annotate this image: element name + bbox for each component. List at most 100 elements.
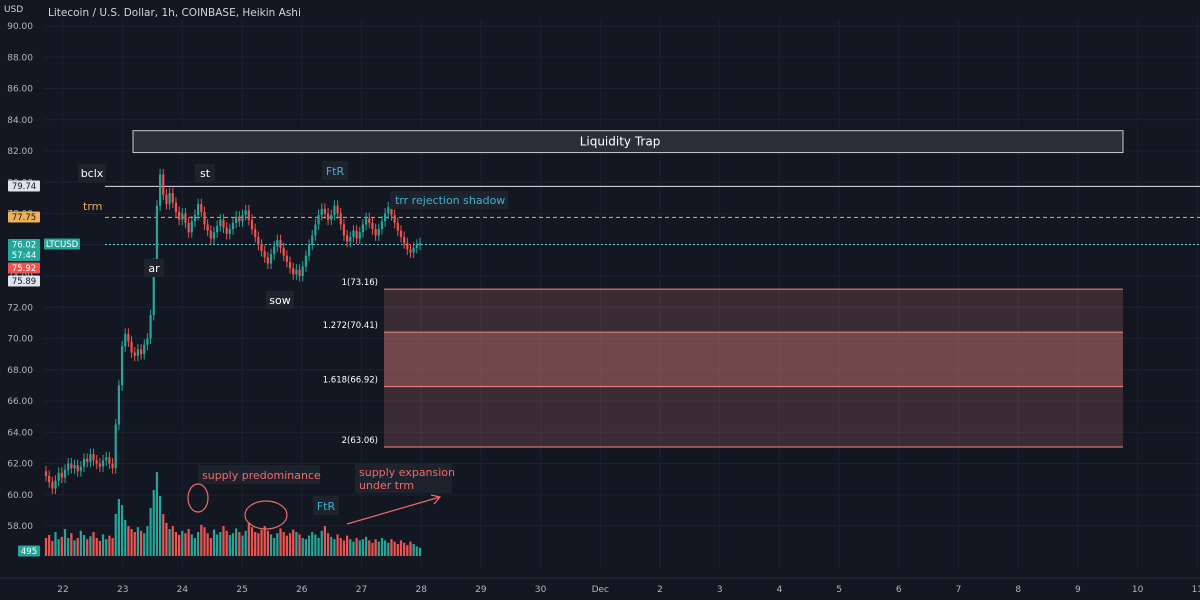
y-tick-label: 84.00 <box>7 116 33 126</box>
volume-bar <box>358 540 361 556</box>
fib-level-label: 2(63.06) <box>342 436 378 446</box>
volume-bar <box>285 535 288 556</box>
y-tick-label: 72.00 <box>7 303 33 313</box>
y-tick-label: 86.00 <box>7 85 33 95</box>
volume-bar <box>108 535 111 556</box>
candle-body <box>257 236 260 245</box>
candle-body <box>203 211 206 225</box>
volume-bar <box>266 530 269 556</box>
liquidity-trap-box[interactable] <box>132 130 1124 154</box>
volume-bar <box>238 532 241 556</box>
volume-bar <box>98 541 101 556</box>
price-tag-label: LTCUSD <box>46 240 79 250</box>
candle-body <box>222 219 225 228</box>
volume-bar <box>276 533 279 556</box>
volume-bar <box>231 533 235 556</box>
volume-bar <box>412 544 415 556</box>
candle-body <box>269 254 273 264</box>
volume-bar <box>342 540 346 556</box>
time-axis: 222324252627282930Dec234567891011 <box>0 577 1200 595</box>
candle-body <box>342 224 346 236</box>
volume-bar <box>317 538 320 556</box>
volume-bar <box>82 535 86 556</box>
candle-body <box>146 338 149 345</box>
volume-bar <box>355 538 358 556</box>
ftr-price-badge <box>322 161 348 180</box>
ar-label: ar <box>148 262 160 275</box>
volume-bar <box>86 539 89 556</box>
candle-body <box>225 227 228 234</box>
x-tick-label: 29 <box>475 585 487 595</box>
candle-body <box>418 243 422 245</box>
volume-bar <box>333 539 336 556</box>
volume-bar <box>241 535 244 556</box>
volume-bar <box>117 499 121 556</box>
price-tag-bg <box>18 545 40 557</box>
volume-bar <box>193 538 197 556</box>
volume-bar <box>288 533 292 556</box>
candle-body <box>311 235 314 245</box>
volume-bar <box>250 527 254 556</box>
y-tick-label: 82.00 <box>7 147 33 157</box>
volume-bar <box>171 526 174 556</box>
candle-body <box>117 385 121 425</box>
sow-label: sow <box>269 294 290 307</box>
supply-expansion-badge <box>355 463 452 493</box>
candle-body <box>184 213 187 223</box>
candle-body <box>76 465 79 472</box>
fib-level-label: 1(73.16) <box>342 278 378 288</box>
candle-body <box>82 458 86 467</box>
supply-circle-2 <box>244 500 288 530</box>
candle-body <box>349 236 352 242</box>
volume-bar <box>120 505 124 556</box>
bclx-badge <box>78 164 106 182</box>
volume-bar <box>149 508 152 556</box>
candle-body <box>190 221 193 233</box>
st-label: st <box>200 167 211 180</box>
supply-circle-1 <box>187 483 209 513</box>
volume-bar <box>361 539 365 556</box>
volume-bar <box>254 532 257 556</box>
candle-body <box>187 222 190 233</box>
x-tick-label: 27 <box>356 585 367 595</box>
volume-bar <box>158 496 162 556</box>
volume-bar <box>228 535 231 556</box>
candle-body <box>127 333 130 342</box>
x-tick-label: 24 <box>177 585 189 595</box>
volume-bar <box>197 532 200 556</box>
volume-bar <box>260 529 263 556</box>
candle-body <box>73 465 76 469</box>
candle-body <box>130 341 133 353</box>
volume-bar <box>79 530 82 556</box>
candle-body <box>124 333 127 347</box>
volume-bar <box>349 539 352 556</box>
candle-body <box>54 480 57 489</box>
volume-bar <box>244 530 247 556</box>
fib-level-label: 1.618(66.92) <box>323 376 378 386</box>
volume-bar <box>311 532 314 556</box>
ftr-price-label: FtR <box>326 165 345 178</box>
ftr-volume-badge <box>313 496 339 515</box>
supply-predominance-badge <box>198 465 320 484</box>
price-tag-bg <box>8 239 40 261</box>
volume-bar <box>133 532 136 556</box>
sow-badge <box>266 291 294 309</box>
candle-body <box>228 229 231 234</box>
volume-bar <box>282 532 285 556</box>
volume-bar <box>365 536 368 556</box>
volume-bar <box>225 530 228 556</box>
volume-bar <box>390 539 393 556</box>
price-tag-bg <box>44 238 80 250</box>
volume-bar <box>206 533 209 556</box>
volume-bar <box>403 542 406 556</box>
volume-bar <box>181 530 184 556</box>
volume-bar <box>393 541 396 556</box>
volume-bar <box>105 539 108 556</box>
y-tick-label: 58.00 <box>7 522 33 532</box>
candle-body <box>250 219 254 230</box>
volume-bar <box>295 532 298 556</box>
x-tick-label: 8 <box>1015 585 1021 595</box>
volume-bar <box>76 538 79 556</box>
supply-expansion-arrow <box>346 496 441 525</box>
